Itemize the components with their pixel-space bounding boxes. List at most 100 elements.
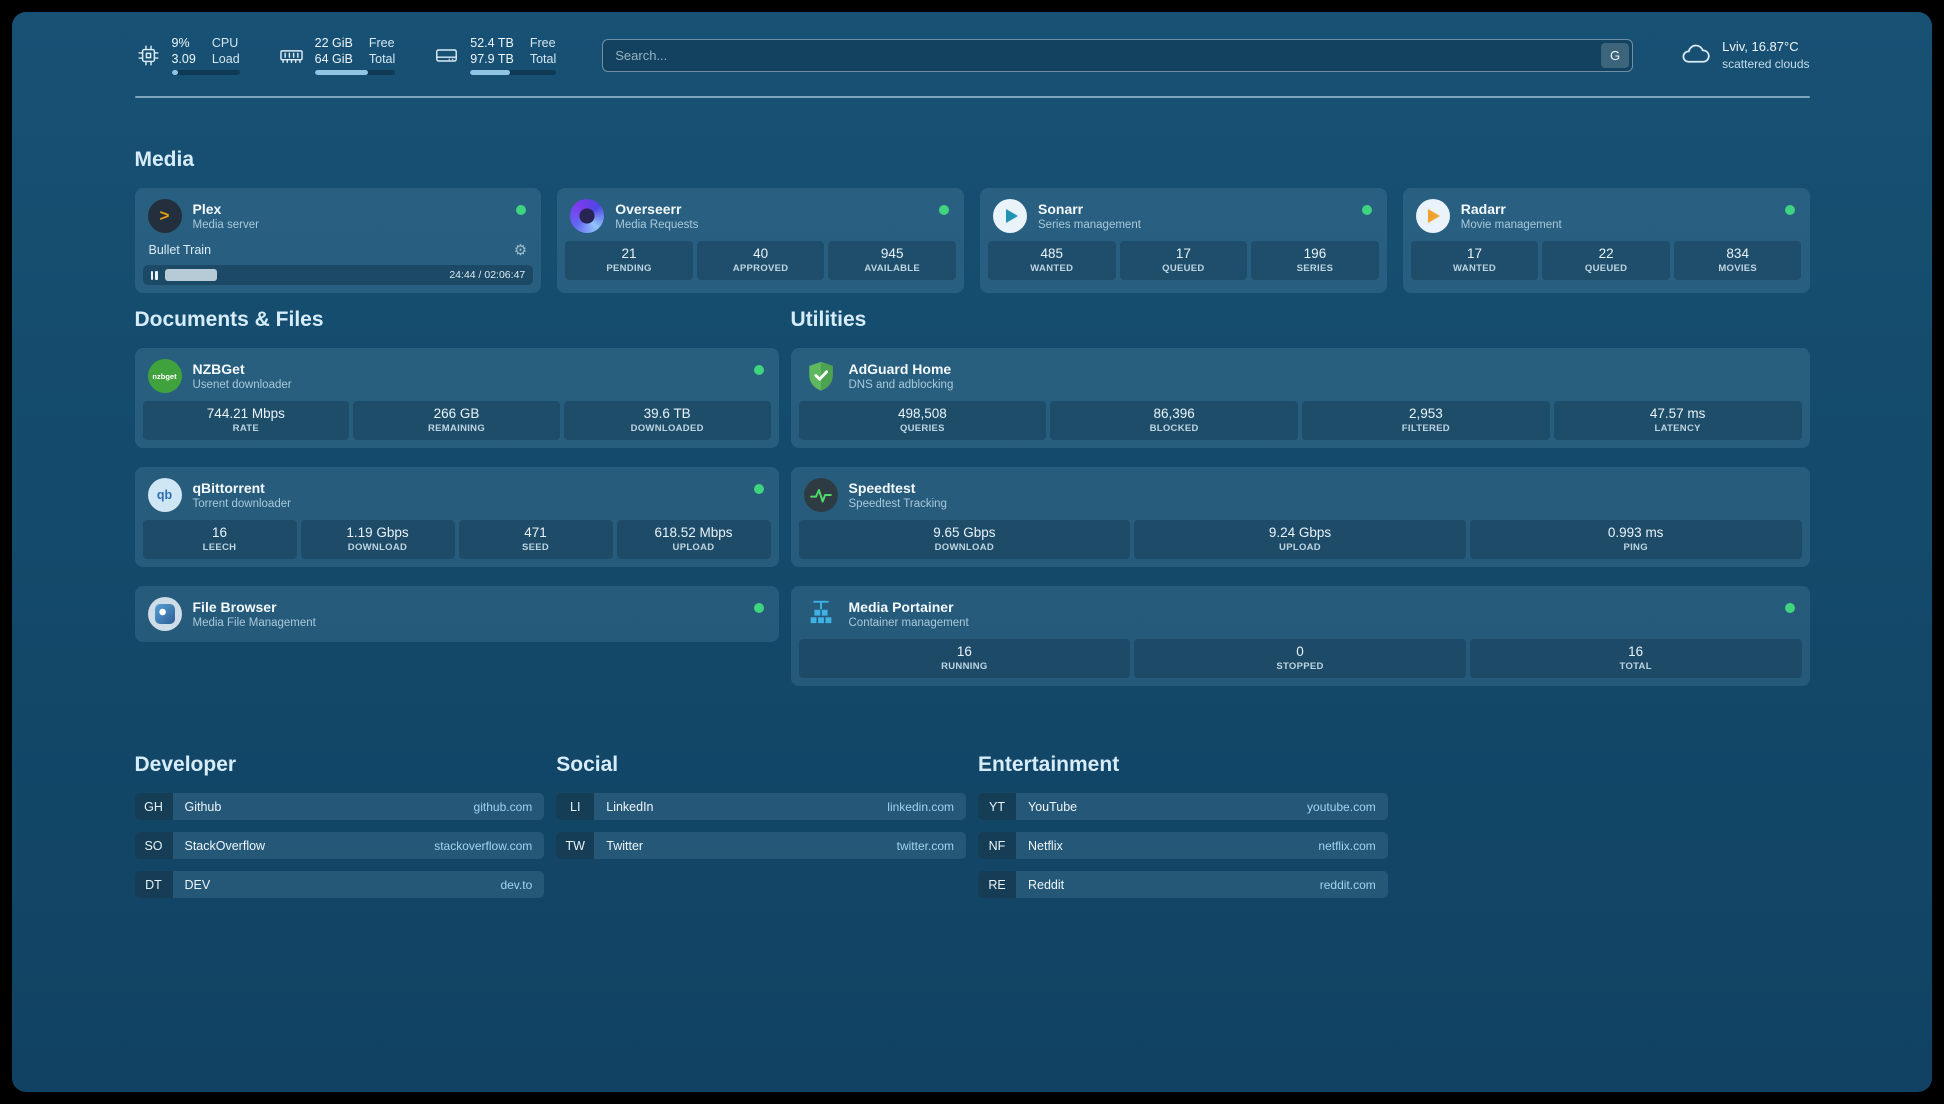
bookmark-youtube[interactable]: YT YouTube youtube.com <box>978 793 1388 820</box>
bookmark-domain: stackoverflow.com <box>434 838 533 853</box>
filebrowser-icon <box>147 597 182 631</box>
bookmark-name: LinkedIn <box>606 799 654 814</box>
radarr-icon <box>1415 199 1450 233</box>
search-input[interactable] <box>603 47 1599 63</box>
stat-latency: 47.57 ms LATENCY <box>1553 401 1802 440</box>
pause-icon[interactable] <box>150 270 158 280</box>
stat-upload: 618.52 Mbps UPLOAD <box>616 520 771 559</box>
stat-series: 196 SERIES <box>1251 241 1379 280</box>
bookmark-stackoverflow[interactable]: SO StackOverflow stackoverflow.com <box>134 832 545 859</box>
service-card-filebrowser[interactable]: File Browser Media File Management <box>134 586 779 642</box>
status-dot <box>1784 603 1795 613</box>
bookmark-dev[interactable]: DT DEV dev.to <box>134 871 545 898</box>
service-name: Media Portainer <box>848 599 954 616</box>
service-name: Speedtest <box>848 480 916 497</box>
search-provider-button[interactable]: G <box>1601 42 1630 68</box>
bookmark-reddit[interactable]: RE Reddit reddit.com <box>978 871 1388 898</box>
stat-downloaded: 39.6 TB DOWNLOADED <box>563 401 771 440</box>
overseerr-icon <box>570 199 605 233</box>
stat-available: 945 AVAILABLE <box>828 241 956 280</box>
bookmark-domain: reddit.com <box>1319 877 1376 892</box>
service-name: Overseerr <box>615 201 682 218</box>
service-subtitle: Series management <box>1038 218 1141 231</box>
memory-free-value: 22 GiB <box>314 35 353 50</box>
disk-total-label: Total <box>529 52 557 66</box>
memory-total-label: Total <box>368 52 396 66</box>
bookmark-name: StackOverflow <box>184 838 266 853</box>
service-card-adguard[interactable]: AdGuard Home DNS and adblocking 498,508 … <box>790 348 1810 448</box>
service-subtitle: Speedtest Tracking <box>848 497 947 510</box>
stat-pending: 21 PENDING <box>565 241 693 280</box>
sonarr-icon <box>993 199 1027 233</box>
stat-download: 1.19 Gbps DOWNLOAD <box>300 520 455 559</box>
weather-location: Lviv, 16.87°C <box>1722 39 1799 55</box>
stat-stopped: 0 STOPPED <box>1134 639 1466 678</box>
service-card-speedtest[interactable]: Speedtest Speedtest Tracking 9.65 Gbps D… <box>790 467 1810 567</box>
bookmark-domain: dev.to <box>500 877 533 892</box>
stat-movies: 834 MOVIES <box>1673 241 1802 280</box>
status-dot <box>516 205 527 215</box>
stat-blocked: 86,396 BLOCKED <box>1050 401 1298 440</box>
bookmark-abbr: TW <box>556 832 595 859</box>
bookmark-netflix[interactable]: NF Netflix netflix.com <box>978 832 1388 859</box>
bookmark-abbr: YT <box>978 793 1016 820</box>
stat-running: 16 RUNNING <box>798 639 1131 678</box>
service-card-sonarr[interactable]: Sonarr Series management 485 WANTED 17 Q… <box>980 188 1387 293</box>
stat-download: 9.65 Gbps DOWNLOAD <box>798 520 1131 559</box>
status-dot <box>939 205 949 215</box>
memory-icon <box>279 49 303 63</box>
cpu-progress-bar <box>171 70 240 76</box>
memory-free-label: Free <box>368 35 395 50</box>
disk-total-value: 97.9 TB <box>470 52 514 66</box>
section-title-developer: Developer <box>134 753 237 776</box>
disk-icon <box>436 48 458 62</box>
service-subtitle: Container management <box>848 616 969 629</box>
cpu-icon <box>138 45 158 65</box>
playback-progress[interactable] <box>164 265 443 285</box>
stat-wanted: 17 WANTED <box>1410 241 1539 280</box>
top-bar: 9% CPU 3.09 Load 22 GiB Free <box>135 32 1810 78</box>
bookmark-domain: twitter.com <box>896 838 954 853</box>
bookmark-name: DEV <box>184 877 211 892</box>
bookmark-twitter[interactable]: TW Twitter twitter.com <box>556 832 966 859</box>
stat-seed: 471 SEED <box>458 520 613 559</box>
stat-leech: 16 LEECH <box>142 520 297 559</box>
service-card-portainer[interactable]: Media Portainer Container management 16 … <box>790 586 1810 686</box>
stat-approved: 40 APPROVED <box>696 241 825 280</box>
service-card-radarr[interactable]: Radarr Movie management 17 WANTED 22 QUE… <box>1402 188 1810 293</box>
bookmark-name: Twitter <box>606 838 644 853</box>
plex-icon: > <box>147 199 182 233</box>
service-name: AdGuard Home <box>848 361 952 378</box>
service-card-plex[interactable]: > Plex Media server Bullet Train ⚙ 24:44 <box>134 188 542 293</box>
speedtest-icon <box>803 478 838 512</box>
service-subtitle: Media server <box>192 218 259 231</box>
disk-free-label: Free <box>529 35 556 50</box>
service-subtitle: Media Requests <box>615 218 699 231</box>
service-name: File Browser <box>192 599 277 616</box>
weather-condition: scattered clouds <box>1722 56 1810 71</box>
bookmark-github[interactable]: GH Github github.com <box>134 793 545 820</box>
stat-queued: 22 QUEUED <box>1542 241 1670 280</box>
bookmark-abbr: SO <box>134 832 173 859</box>
bookmark-abbr: RE <box>978 871 1016 898</box>
service-card-nzbget[interactable]: nzbget NZBGet Usenet downloader 744.21 M… <box>134 348 779 448</box>
section-title-media: Media <box>134 148 195 171</box>
service-subtitle: Usenet downloader <box>192 378 292 391</box>
cpu-value: 9% <box>171 35 190 50</box>
section-title-documents: Documents & Files <box>134 308 324 331</box>
resource-widget-memory: 22 GiB Free 64 GiB Total <box>278 35 396 76</box>
resource-widgets: 9% CPU 3.09 Load 22 GiB Free <box>135 35 557 76</box>
stat-queries: 498,508 QUERIES <box>798 401 1047 440</box>
resource-widget-disk: 52.4 TB Free 97.9 TB Total <box>433 35 557 76</box>
service-subtitle: DNS and adblocking <box>848 378 954 391</box>
service-card-qbittorrent[interactable]: qb qBittorrent Torrent downloader 16 LEE… <box>134 467 779 567</box>
service-name: Sonarr <box>1038 201 1084 218</box>
service-card-overseerr[interactable]: Overseerr Media Requests 21 PENDING 40 A… <box>557 188 964 293</box>
status-dot <box>1784 205 1795 215</box>
disk-progress-bar <box>470 70 557 76</box>
gear-icon[interactable]: ⚙ <box>513 242 528 259</box>
bookmark-linkedin[interactable]: LI LinkedIn linkedin.com <box>556 793 966 820</box>
load-label: Load <box>211 52 240 66</box>
search-bar: G <box>602 38 1634 72</box>
nzbget-icon: nzbget <box>147 359 182 393</box>
